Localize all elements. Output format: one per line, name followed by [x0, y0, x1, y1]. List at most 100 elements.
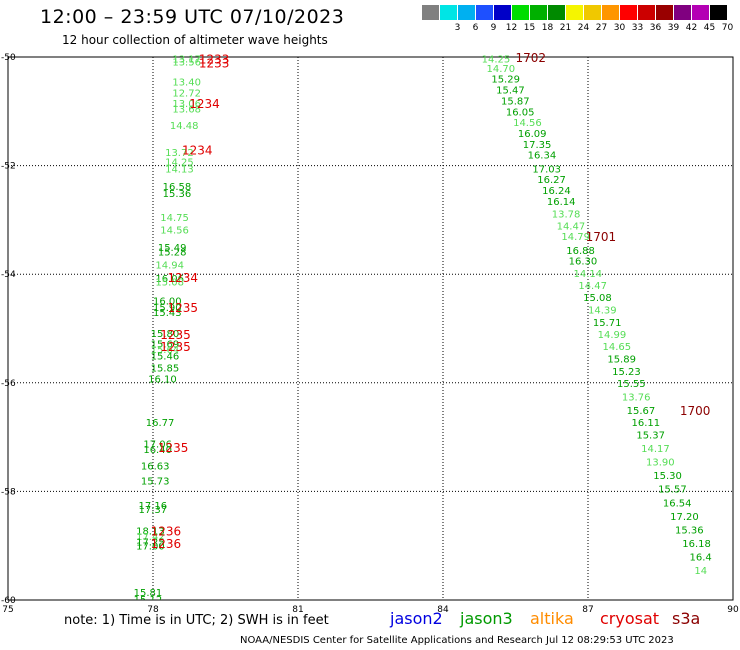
x-tick-label: 75: [2, 605, 13, 615]
color-swatch: [422, 5, 439, 20]
wave-height-label: 14.13: [165, 164, 194, 175]
pass-time-labels: 1233123312341234123412351235123512351236…: [151, 51, 711, 551]
wave-height-label: 17.25: [136, 537, 165, 548]
wave-height-label: 16.11: [632, 418, 661, 429]
wave-height-label: 16.88: [566, 246, 595, 257]
color-swatch-label: 45: [703, 23, 716, 33]
wave-height-label: 15.49: [158, 243, 187, 254]
color-swatch-label: 30: [613, 23, 626, 33]
wave-height-label: 13.68: [172, 105, 201, 116]
map-frame: [7, 56, 734, 601]
pass-time-label: 1700: [680, 404, 711, 418]
pass-time-label: 1235: [168, 301, 199, 315]
color-swatch-label: 15: [523, 23, 536, 33]
wave-height-label: 14.70: [487, 64, 516, 75]
color-swatch: [566, 5, 583, 20]
wave-height-label: 15.55: [617, 379, 646, 390]
color-swatch: [440, 5, 457, 20]
wave-height-label: 15.87: [501, 96, 530, 107]
wave-height-label: 16.00: [153, 296, 182, 307]
wave-height-label: 15.30: [653, 471, 682, 482]
wave-height-label: 18.13: [136, 526, 165, 537]
pass-time-label: 1235: [158, 441, 189, 455]
x-tick-label: 90: [727, 605, 739, 615]
y-tick-label: -52: [1, 162, 16, 172]
wave-height-label: 16.24: [542, 186, 571, 197]
wave-height-label: 14.94: [155, 260, 184, 271]
color-swatch-label: 24: [577, 23, 590, 33]
wave-height-label: 15.47: [496, 86, 525, 97]
wave-height-label: 16.09: [518, 129, 547, 140]
wave-height-label: 14.39: [588, 305, 617, 316]
wave-height-label: 13.06: [172, 99, 201, 110]
wave-height-label: 14.79: [561, 232, 590, 243]
wave-height-label: 14.99: [598, 330, 627, 341]
color-swatch-label: 12: [505, 23, 518, 33]
x-tick-label: 87: [582, 605, 593, 615]
pass-time-label: 1234: [182, 143, 213, 157]
wave-height-label: 17.37: [139, 505, 168, 516]
wave-height-label: 14.17: [641, 444, 670, 455]
wave-height-label: 15.69: [151, 340, 180, 351]
wave-height-label: 13.17: [172, 55, 201, 66]
wave-height-label: 13.90: [646, 458, 675, 469]
pass-time-label: 1234: [168, 271, 199, 285]
wave-height-label: 17.03: [532, 164, 561, 175]
wave-height-label: 15.36: [163, 189, 192, 200]
wave-height-label: 16.58: [163, 182, 192, 193]
color-swatch-label: 27: [595, 23, 608, 33]
color-swatch-label: 9: [490, 23, 497, 33]
wave-height-label: 17.35: [523, 140, 552, 151]
satellite-altika: altika: [530, 609, 574, 628]
pass-time-label: 1235: [160, 328, 191, 342]
color-swatch-label: 39: [667, 23, 680, 33]
color-swatch: [476, 5, 493, 20]
pass-time-label: 1701: [586, 230, 617, 244]
wave-height-label: 14.25: [165, 157, 194, 168]
wave-height-label: 15.81: [134, 588, 163, 599]
wave-height-label: 16.54: [663, 498, 692, 509]
pass-time-label: 1702: [516, 51, 547, 65]
pass-time-label: 1233: [199, 53, 230, 67]
wave-height-label: 15.46: [151, 352, 180, 363]
wave-height-label: 14.75: [160, 213, 189, 224]
page-subtitle: 12 hour collection of altimeter wave hei…: [62, 33, 328, 47]
wave-height-label: 15.89: [607, 354, 636, 365]
wave-height-label: 15.37: [636, 430, 665, 441]
wave-height-label: 14.98: [129, 635, 158, 646]
x-tick-label: 84: [437, 605, 449, 615]
wave-height-label: 16.14: [547, 197, 576, 208]
wave-height-label: 16.18: [682, 539, 711, 550]
wave-height-label: 15.43: [153, 308, 182, 319]
wave-height-label: 13.76: [622, 392, 651, 403]
color-swatch: [692, 5, 709, 20]
color-swatch-label: 3: [454, 23, 461, 33]
wave-height-label: 14.56: [513, 118, 542, 129]
wave-height-label: 15.85: [151, 364, 180, 375]
y-tick-label: -54: [1, 270, 16, 280]
color-swatch: [674, 5, 691, 20]
wave-height-label: 14.56: [160, 226, 189, 237]
plot-border: [7, 56, 734, 601]
wave-height-label: 17.16: [139, 501, 168, 512]
color-swatch-label: 42: [685, 23, 698, 33]
units-note: note: 1) Time is in UTC; 2) SWH is in fe…: [64, 613, 329, 628]
wave-height-label: 14.14: [574, 269, 603, 280]
wave-height-label: 15.90: [153, 303, 182, 314]
wave-height-label: 15.08: [155, 277, 184, 288]
wave-height-label: 15.12: [134, 595, 163, 606]
color-swatch: [494, 5, 511, 20]
wave-height-label: 16.34: [528, 151, 557, 162]
wave-height-label: 16.06: [155, 274, 184, 285]
satellite-jason2: jason2: [390, 609, 443, 628]
color-swatch-label: 70: [721, 23, 734, 33]
pass-time-label: 1234: [189, 97, 220, 111]
wave-height-label: 14.47: [578, 281, 607, 292]
wave-height-label: 14.65: [603, 342, 632, 353]
wave-height-label: 16.30: [569, 257, 598, 268]
wave-height-label: 16.27: [537, 175, 566, 186]
wave-height-label: 15.80: [151, 329, 180, 340]
wave-height-label: 15.08: [583, 293, 612, 304]
wave-height-label: 16.4: [690, 553, 712, 564]
wave-height-label: 12.72: [172, 88, 201, 99]
